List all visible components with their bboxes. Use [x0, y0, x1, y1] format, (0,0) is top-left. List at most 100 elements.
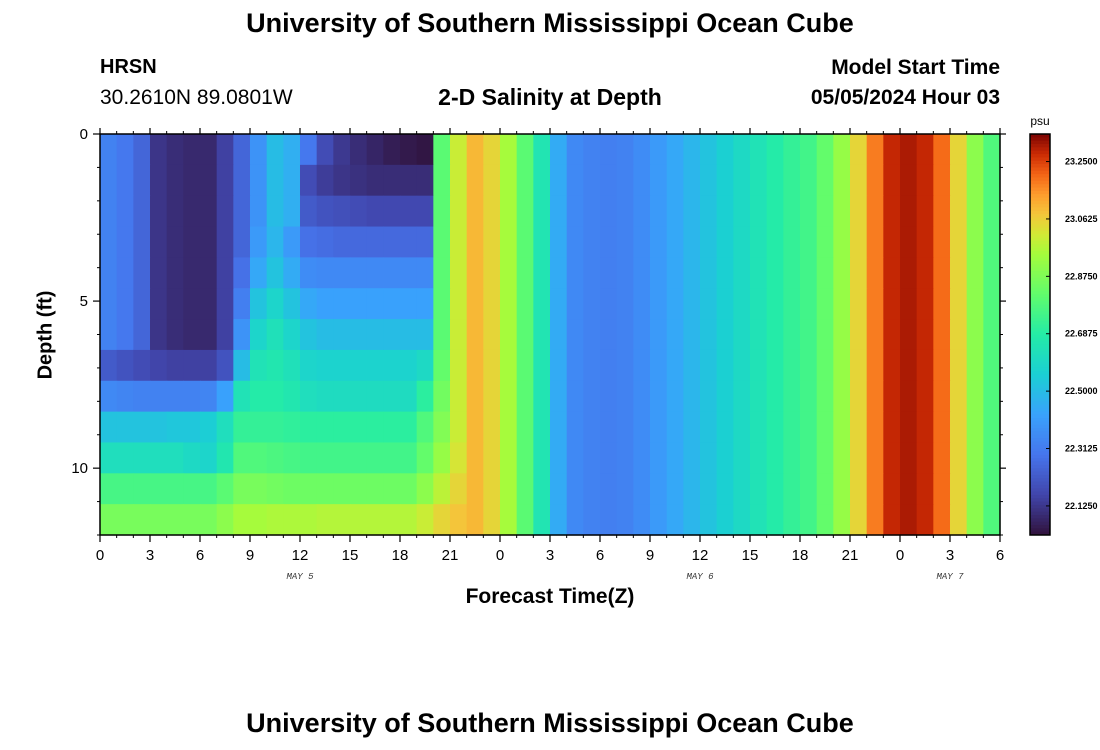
- heatmap-cell: [833, 195, 851, 228]
- heatmap-cell: [800, 134, 818, 166]
- colorbar-segment: [1030, 237, 1050, 242]
- heatmap-cell: [500, 195, 518, 228]
- heatmap-cell: [300, 442, 318, 474]
- heatmap-cell: [566, 226, 584, 258]
- heatmap-cell: [233, 164, 251, 197]
- y-tick-label: 0: [80, 126, 88, 143]
- heatmap-cell: [466, 288, 484, 320]
- heatmap-cell: [566, 380, 584, 413]
- heatmap-cell: [100, 226, 118, 258]
- heatmap-cell: [666, 195, 684, 228]
- heatmap-cell: [150, 134, 168, 166]
- heatmap-cell: [550, 134, 568, 166]
- heatmap-cell: [216, 195, 234, 228]
- heatmap-cell: [866, 504, 884, 536]
- heatmap-cell: [316, 442, 334, 474]
- heatmap-cell: [916, 226, 934, 258]
- heatmap-cell: [533, 288, 551, 320]
- heatmap-cell: [500, 504, 518, 536]
- heatmap-cell: [116, 380, 134, 413]
- heatmap-cell: [900, 319, 918, 351]
- heatmap-cell: [433, 504, 451, 536]
- heatmap-cell: [100, 411, 118, 444]
- heatmap-cell: [150, 442, 168, 474]
- heatmap-cell: [350, 504, 368, 536]
- heatmap-cell: [283, 195, 301, 228]
- heatmap-cell: [600, 134, 618, 166]
- heatmap-cell: [983, 195, 1001, 228]
- heatmap-cell: [266, 164, 284, 197]
- heatmap-cell: [433, 380, 451, 413]
- heatmap-cell: [233, 134, 251, 166]
- heatmap-cell: [933, 134, 951, 166]
- heatmap-cell: [750, 442, 768, 474]
- heatmap-cell: [616, 226, 634, 258]
- heatmap-cell: [316, 134, 334, 166]
- heatmap-cell: [766, 288, 784, 320]
- heatmap-cell: [616, 504, 634, 536]
- heatmap-cell: [916, 288, 934, 320]
- heatmap-cell: [933, 504, 951, 536]
- heatmap-cell: [150, 349, 168, 382]
- heatmap-cell: [550, 226, 568, 258]
- heatmap-cell: [200, 442, 218, 474]
- heatmap-cell: [616, 195, 634, 228]
- heatmap-cell: [950, 134, 968, 166]
- heatmap-cell: [566, 442, 584, 474]
- colorbar-segment: [1030, 408, 1050, 412]
- heatmap-cell: [650, 411, 668, 444]
- heatmap-cell: [483, 411, 501, 444]
- heatmap-cell: [850, 257, 868, 289]
- heatmap-cell: [866, 288, 884, 320]
- heatmap-cell: [266, 226, 284, 258]
- heatmap-cell: [950, 288, 968, 320]
- x-axis-label: Forecast Time(Z): [465, 585, 635, 608]
- colorbar-segment: [1030, 404, 1050, 409]
- heatmap-cell: [450, 195, 468, 228]
- heatmap-cell: [483, 319, 501, 351]
- heatmap-cell: [366, 349, 384, 382]
- heatmap-cell: [383, 319, 401, 351]
- heatmap-cell: [566, 504, 584, 536]
- colorbar-segment: [1030, 484, 1050, 489]
- heatmap-cell: [450, 134, 468, 166]
- heatmap-cell: [250, 380, 268, 413]
- heatmap-cell: [483, 257, 501, 289]
- heatmap-cell: [366, 226, 384, 258]
- heatmap-cell: [333, 226, 351, 258]
- heatmap-cell: [400, 473, 418, 505]
- heatmap-cell: [733, 134, 751, 166]
- heatmap-cell: [350, 349, 368, 382]
- heatmap-cell: [883, 349, 901, 382]
- heatmap-cell: [683, 134, 701, 166]
- heatmap-cell: [850, 442, 868, 474]
- heatmap-cell: [983, 164, 1001, 197]
- colorbar-segment: [1030, 418, 1050, 422]
- heatmap-cell: [383, 257, 401, 289]
- heatmap-cell: [983, 257, 1001, 289]
- heatmap-cell: [716, 195, 734, 228]
- heatmap-cell: [133, 319, 151, 351]
- heatmap-cell: [100, 442, 118, 474]
- heatmap-cell: [933, 257, 951, 289]
- heatmap-cell: [116, 164, 134, 197]
- heatmap-cell: [350, 473, 368, 505]
- heatmap-cell: [833, 504, 851, 536]
- heatmap-cell: [466, 442, 484, 474]
- heatmap-cell: [833, 134, 851, 166]
- heatmap-cell: [216, 411, 234, 444]
- heatmap-cell: [866, 195, 884, 228]
- heatmap-cell: [383, 411, 401, 444]
- colorbar-segment: [1030, 347, 1050, 352]
- heatmap-cell: [866, 349, 884, 382]
- chart-subtitle: 2-D Salinity at Depth: [438, 84, 662, 110]
- heatmap-cell: [150, 411, 168, 444]
- heatmap-cell: [350, 226, 368, 258]
- heatmap-cell: [850, 195, 868, 228]
- heatmap-cell: [700, 288, 718, 320]
- heatmap-cell: [500, 134, 518, 166]
- heatmap-cell: [450, 226, 468, 258]
- heatmap-cell: [533, 257, 551, 289]
- x-tick-label: 0: [96, 547, 104, 564]
- colorbar-segment: [1030, 354, 1050, 359]
